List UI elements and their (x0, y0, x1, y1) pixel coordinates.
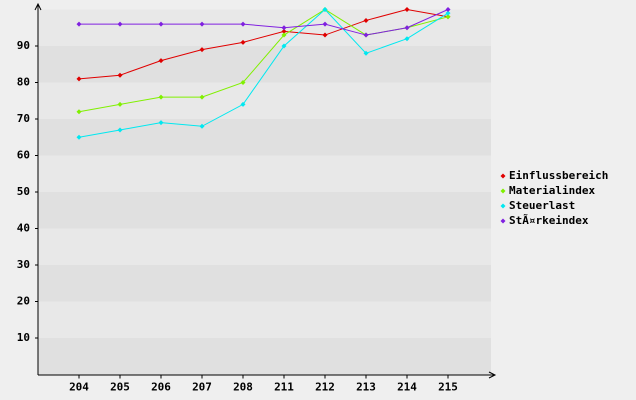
data-point (445, 14, 451, 20)
data-point (199, 47, 205, 53)
grid-band (38, 9, 491, 46)
y-tick-label: 60 (17, 149, 30, 162)
y-tick-label: 80 (17, 76, 30, 89)
data-point (363, 32, 369, 38)
series-line (79, 9, 449, 36)
x-axis-arrow (488, 371, 497, 379)
x-tick-label: 207 (192, 381, 212, 394)
y-axis-arrow (34, 2, 42, 11)
x-tick-label: 206 (151, 381, 171, 394)
data-point (76, 109, 82, 115)
x-tick-label: 212 (315, 381, 335, 394)
data-point (445, 7, 451, 12)
data-point (322, 32, 328, 38)
data-point (404, 25, 410, 31)
x-tick-label: 208 (233, 381, 253, 394)
x-tick-label: 211 (274, 381, 294, 394)
data-point (158, 21, 164, 27)
data-point (240, 101, 246, 107)
data-point (240, 21, 246, 27)
data-point (117, 72, 123, 78)
legend-marker (500, 188, 506, 194)
grid-band (38, 155, 491, 192)
y-tick-label: 90 (17, 39, 30, 52)
x-tick-label: 204 (69, 381, 89, 394)
data-point (322, 7, 328, 12)
grid-band (38, 82, 491, 119)
data-point (404, 36, 410, 42)
grid-band (38, 192, 491, 229)
grid-band (38, 119, 491, 156)
legend-marker (500, 173, 506, 179)
x-tick-label: 205 (110, 381, 130, 394)
y-tick-label: 70 (17, 112, 30, 125)
legend-marker (500, 203, 506, 209)
data-point (117, 21, 123, 27)
legend-label: Steuerlast (509, 199, 575, 212)
data-point (199, 21, 205, 27)
data-point (363, 50, 369, 56)
legend-label: Materialindex (509, 184, 595, 197)
data-point (281, 32, 287, 38)
data-point (281, 28, 287, 34)
legend-label: Einflussbereich (509, 169, 608, 182)
y-tick-label: 10 (17, 331, 30, 344)
x-tick-label: 213 (356, 381, 376, 394)
data-point (322, 21, 328, 27)
data-point (158, 58, 164, 64)
data-point (158, 94, 164, 100)
x-tick-label: 215 (438, 381, 458, 394)
y-tick-label: 50 (17, 185, 30, 198)
legend-marker (500, 218, 506, 224)
data-point (158, 120, 164, 126)
y-tick-label: 20 (17, 295, 30, 308)
grid-band (38, 228, 491, 265)
series-line (78, 8, 449, 138)
y-tick-label: 30 (17, 258, 30, 271)
data-point (240, 80, 246, 85)
series-line (78, 8, 449, 80)
grid-band (38, 265, 491, 302)
data-point (199, 94, 205, 100)
data-point (404, 7, 410, 12)
data-point (240, 39, 246, 45)
data-point (281, 25, 287, 31)
grid-band (38, 301, 491, 338)
data-point (445, 10, 451, 16)
data-point (199, 123, 205, 129)
y-tick-label: 40 (17, 222, 30, 235)
plot-bands (38, 9, 491, 375)
legend-label: StÃ¤rkeindex (509, 214, 589, 227)
grid-band (38, 46, 491, 83)
x-tick-label: 214 (397, 381, 417, 394)
data-point (117, 127, 123, 133)
grid-band (38, 338, 491, 375)
data-point (76, 21, 82, 27)
data-point (117, 101, 123, 107)
data-point (281, 43, 287, 49)
data-point (76, 134, 82, 140)
data-point (363, 17, 369, 23)
data-point (76, 76, 82, 82)
